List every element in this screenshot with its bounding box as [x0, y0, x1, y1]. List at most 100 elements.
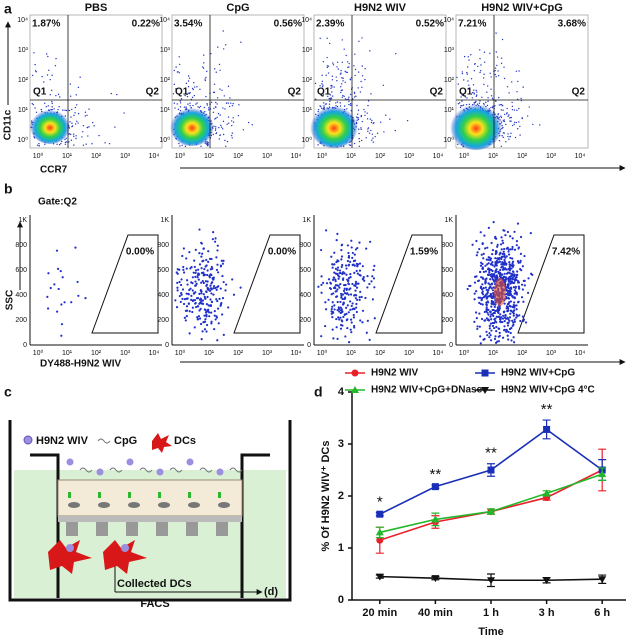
event-dot: [394, 129, 397, 132]
event-dot: [38, 142, 40, 145]
cpg-icon: [229, 467, 243, 473]
event-dot: [508, 265, 511, 268]
legend-text: H9N2 WIV+CpG: [501, 368, 575, 379]
event-dot: [491, 264, 494, 267]
event-dot: [60, 140, 63, 143]
event-dot: [348, 103, 350, 106]
event-dot: [34, 63, 36, 66]
event-dot: [489, 315, 492, 318]
event-dot: [358, 241, 361, 244]
event-dot: [336, 61, 339, 63]
event-dot: [185, 279, 189, 282]
event-dot: [490, 318, 493, 321]
event-dot: [373, 286, 376, 289]
event-dot: [457, 143, 459, 145]
event-dot: [485, 310, 488, 313]
event-dot: [74, 112, 76, 114]
event-dot: [473, 89, 475, 91]
event-dot: [475, 254, 478, 257]
event-dot: [498, 256, 501, 260]
event-dot: [232, 121, 235, 123]
event-dot: [212, 91, 215, 94]
event-dot: [507, 133, 509, 135]
y-tick-label: 10³: [444, 47, 455, 54]
event-dot: [500, 116, 503, 119]
event-dot: [333, 86, 335, 88]
event-dot: [485, 303, 488, 306]
event-dot: [324, 308, 328, 311]
event-dot: [178, 63, 181, 66]
event-dot: [38, 87, 40, 90]
event-dot: [182, 271, 186, 274]
y-tick-label: 10³: [302, 47, 313, 54]
event-dot: [457, 83, 459, 85]
event-dot: [217, 322, 220, 325]
event-dot: [485, 307, 488, 310]
event-dot: [212, 287, 215, 290]
event-dot: [176, 281, 179, 284]
cpg-icon: [169, 467, 183, 473]
event-dot: [72, 133, 75, 135]
event-dot: [369, 118, 372, 120]
event-dot: [328, 97, 330, 100]
event-dot: [508, 316, 512, 319]
event-dot: [336, 232, 339, 235]
event-dot: [46, 53, 48, 55]
event-dot: [340, 69, 342, 72]
event-dot: [88, 126, 90, 128]
event-dot: [337, 306, 340, 309]
event-dot: [518, 314, 521, 317]
event-dot: [479, 69, 482, 72]
event-dot: [346, 326, 349, 330]
q2-percent: 0.52%: [416, 19, 444, 30]
event-dot: [520, 97, 522, 100]
event-dot: [200, 267, 203, 270]
event-dot: [230, 102, 232, 104]
event-dot: [319, 85, 321, 87]
virus-icon: [23, 435, 33, 445]
event-dot: [205, 95, 207, 98]
event-dot: [178, 56, 180, 58]
event-dot: [187, 86, 190, 88]
event-dot: [361, 120, 363, 123]
event-dot: [359, 319, 362, 322]
event-dot: [186, 283, 189, 286]
event-dot: [480, 64, 482, 66]
event-dot: [354, 53, 356, 55]
event-dot: [214, 318, 217, 321]
y-tick-label: 400: [299, 292, 311, 299]
event-dot: [74, 123, 77, 125]
event-dot: [488, 336, 491, 339]
event-dot: [506, 316, 509, 319]
event-dot: [500, 248, 503, 251]
event-dot: [466, 73, 469, 75]
q1-percent: 7.21%: [458, 19, 486, 30]
event-dot: [508, 114, 510, 116]
event-dot: [176, 103, 178, 105]
event-dot: [203, 267, 206, 271]
x-tick-label: 10⁰: [33, 152, 44, 160]
event-dot: [498, 260, 502, 263]
event-dot: [196, 102, 198, 104]
gate-percent: 7.42%: [552, 247, 580, 258]
quadrant-label: Q2: [146, 87, 160, 98]
y-tick-label: 600: [299, 267, 311, 274]
event-dot: [104, 142, 106, 144]
event-dot: [330, 85, 332, 87]
event-dot: [353, 91, 356, 93]
event-dot: [352, 259, 355, 263]
x-tick-label: 10⁰: [175, 152, 186, 160]
event-dot: [519, 125, 521, 128]
x-tick-label: 10³: [404, 350, 415, 357]
event-dot: [351, 282, 354, 286]
event-dot: [510, 267, 513, 270]
event-dot: [529, 231, 532, 235]
event-dot: [204, 79, 207, 82]
event-dot: [489, 263, 493, 266]
event-dot: [487, 262, 490, 265]
event-dot: [503, 120, 506, 123]
y-tick-label: 0: [449, 342, 453, 349]
event-dot: [344, 283, 347, 287]
event-dot: [93, 125, 95, 127]
event-dot: [502, 276, 505, 279]
